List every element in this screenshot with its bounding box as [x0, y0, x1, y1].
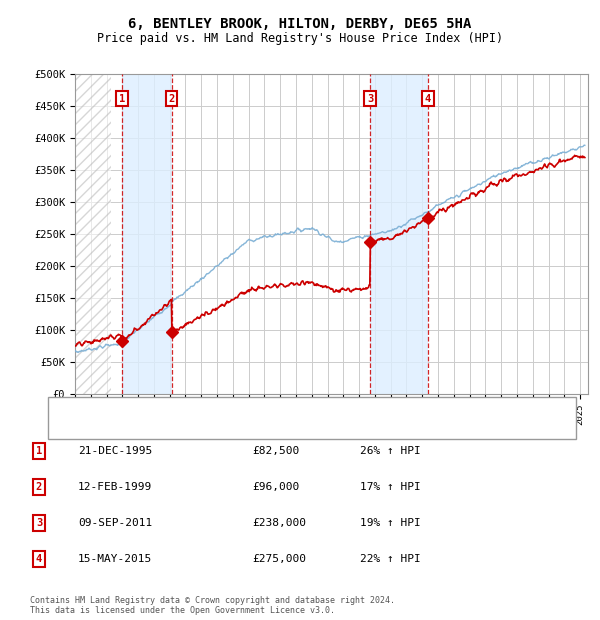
Text: 3: 3 — [367, 94, 373, 104]
Text: 2: 2 — [169, 94, 175, 104]
Text: £238,000: £238,000 — [252, 518, 306, 528]
Text: 1: 1 — [119, 94, 125, 104]
Text: £96,000: £96,000 — [252, 482, 299, 492]
Text: 21-DEC-1995: 21-DEC-1995 — [78, 446, 152, 456]
Text: Price paid vs. HM Land Registry's House Price Index (HPI): Price paid vs. HM Land Registry's House … — [97, 32, 503, 45]
Text: 15-MAY-2015: 15-MAY-2015 — [78, 554, 152, 564]
Text: 4: 4 — [425, 94, 431, 104]
Text: 2: 2 — [36, 482, 42, 492]
Text: 19% ↑ HPI: 19% ↑ HPI — [360, 518, 421, 528]
Text: Contains HM Land Registry data © Crown copyright and database right 2024.: Contains HM Land Registry data © Crown c… — [30, 596, 395, 604]
Text: 09-SEP-2011: 09-SEP-2011 — [78, 518, 152, 528]
Bar — [122, 74, 172, 394]
Text: 3: 3 — [36, 518, 42, 528]
Text: 26% ↑ HPI: 26% ↑ HPI — [360, 446, 421, 456]
Text: 1: 1 — [36, 446, 42, 456]
Text: 6, BENTLEY BROOK, HILTON, DERBY, DE65 5HA (detached house): 6, BENTLEY BROOK, HILTON, DERBY, DE65 5H… — [96, 403, 458, 413]
Text: 22% ↑ HPI: 22% ↑ HPI — [360, 554, 421, 564]
Text: £82,500: £82,500 — [252, 446, 299, 456]
Text: £275,000: £275,000 — [252, 554, 306, 564]
Text: 17% ↑ HPI: 17% ↑ HPI — [360, 482, 421, 492]
Text: 6, BENTLEY BROOK, HILTON, DERBY, DE65 5HA: 6, BENTLEY BROOK, HILTON, DERBY, DE65 5H… — [128, 17, 472, 32]
Text: 12-FEB-1999: 12-FEB-1999 — [78, 482, 152, 492]
Bar — [75, 74, 112, 394]
Text: This data is licensed under the Open Government Licence v3.0.: This data is licensed under the Open Gov… — [30, 606, 335, 614]
Text: HPI: Average price, detached house, South Derbyshire: HPI: Average price, detached house, Sout… — [96, 423, 421, 433]
Text: 4: 4 — [36, 554, 42, 564]
Bar — [370, 74, 428, 394]
